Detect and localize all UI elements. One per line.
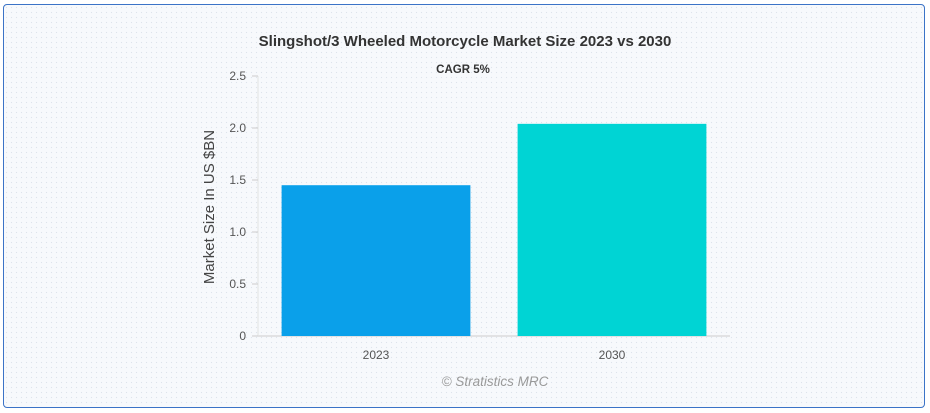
x-tick-label: 2030	[599, 348, 626, 362]
y-tick-label: 0.5	[229, 277, 246, 291]
y-tick-label: 1.0	[229, 225, 246, 239]
bar-2030	[517, 123, 707, 336]
bar-2023	[281, 185, 471, 336]
y-tick-label: 1.5	[229, 173, 246, 187]
y-axis-ticks: 0 0.5 1.0 1.5 2.0 2.5	[229, 69, 258, 343]
chart-title: Slingshot/3 Wheeled Motorcycle Market Si…	[259, 33, 672, 50]
x-tick-label: 2023	[363, 348, 390, 362]
y-axis-label: Market Size In US $BN	[201, 130, 218, 284]
y-tick-label: 2.5	[229, 69, 246, 83]
x-axis-ticks: 2023 2030	[363, 348, 626, 362]
y-tick-label: 2.0	[229, 121, 246, 135]
chart-subtitle: CAGR 5%	[436, 64, 490, 76]
bars-group	[281, 123, 707, 336]
credit-text: © Stratistics MRC	[442, 374, 549, 389]
y-tick-label: 0	[239, 329, 246, 343]
